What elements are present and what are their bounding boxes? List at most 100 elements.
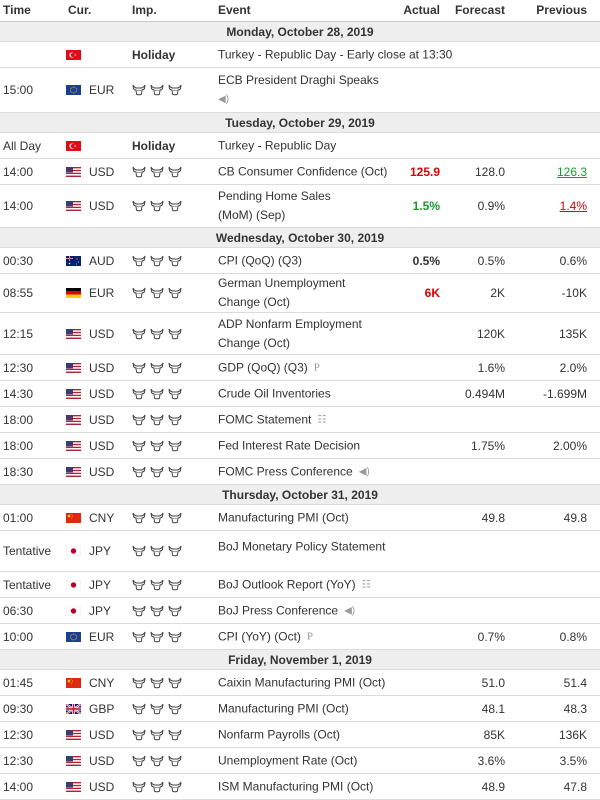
event-name-text[interactable]: BoJ Outlook Report (YoY) xyxy=(218,576,356,591)
event-name[interactable]: ADP Nonfarm Employment Change (Oct) xyxy=(218,315,368,353)
event-name[interactable]: Nonfarm Payrolls (Oct) xyxy=(218,725,340,744)
speaker-icon[interactable]: ◀) xyxy=(358,466,370,478)
bull-icon xyxy=(132,677,146,689)
bull-icon xyxy=(150,440,164,452)
event-name[interactable]: CPI (QoQ) (Q3) xyxy=(218,251,302,270)
day-header-label: Wednesday, October 30, 2019 xyxy=(215,230,385,245)
event-name-text[interactable]: Caixin Manufacturing PMI (Oct) xyxy=(218,675,386,689)
event-name-text[interactable]: Turkey - Republic Day xyxy=(218,138,337,152)
event-name-text[interactable]: Fed Interest Rate Decision xyxy=(218,438,361,452)
event-row[interactable]: 14:00 USD CB Consumer Confidence (Oct) 125.… xyxy=(0,159,600,185)
event-name[interactable]: FOMC Press Conference ◀) xyxy=(218,462,370,481)
event-name-text[interactable]: ISM Manufacturing PMI (Oct) xyxy=(218,779,374,793)
preliminary-icon[interactable]: P xyxy=(306,630,314,643)
event-currency: USD xyxy=(89,386,115,401)
event-row[interactable]: 01:00 CNY Manufacturing PMI (Oct) 49.8 49.8 xyxy=(0,505,600,531)
event-row[interactable]: 18:30 USD FOMC Press Conference ◀) xyxy=(0,459,600,485)
event-name-text[interactable]: Pending Home Sales (MoM) (Sep) xyxy=(218,189,331,222)
event-name-text[interactable]: BoJ Press Conference xyxy=(218,602,339,617)
event-currency: USD xyxy=(89,326,115,341)
event-name-text[interactable]: German Unemployment Change (Oct) xyxy=(218,276,346,309)
event-row[interactable]: 14:30 USD Crude Oil Inventories 0.494M -1.69… xyxy=(0,381,600,407)
event-row[interactable]: 08:55 EUR German Unemployment Change (Oct)… xyxy=(0,274,600,313)
event-name[interactable]: German Unemployment Change (Oct) xyxy=(218,274,390,312)
document-icon[interactable]: ☷ xyxy=(317,414,327,426)
event-name-text[interactable]: CPI (YoY) (Oct) xyxy=(218,628,301,643)
event-name[interactable]: FOMC Statement ☷ xyxy=(218,410,326,429)
event-name-text[interactable]: CB Consumer Confidence (Oct) xyxy=(218,164,388,178)
event-row[interactable]: 00:30 AUD CPI (QoQ) (Q3) 0.5% 0.5% 0.6% xyxy=(0,248,600,274)
event-name[interactable]: Manufacturing PMI (Oct) xyxy=(218,508,349,527)
header-previous[interactable]: Previous xyxy=(536,3,587,17)
speaker-icon[interactable]: ◀) xyxy=(344,605,356,617)
bull-icon xyxy=(132,512,146,524)
event-row[interactable]: 14:00 USD ISM Manufacturing PMI (Oct) 48.9 4… xyxy=(0,774,600,800)
header-importance[interactable]: Imp. xyxy=(132,3,157,17)
bull-icon xyxy=(150,631,164,643)
event-name-text[interactable]: Manufacturing PMI (Oct) xyxy=(218,510,349,524)
event-row[interactable]: 18:00 USD Fed Interest Rate Decision 1.75% 2… xyxy=(0,433,600,459)
event-name[interactable]: Crude Oil Inventories xyxy=(218,384,331,403)
event-name[interactable]: CB Consumer Confidence (Oct) xyxy=(218,162,387,181)
event-name[interactable]: ECB President Draghi Speaks ◀) xyxy=(218,71,418,109)
event-name-text[interactable]: Crude Oil Inventories xyxy=(218,386,331,400)
header-time[interactable]: Time xyxy=(3,3,31,17)
event-name-text[interactable]: FOMC Statement xyxy=(218,411,312,426)
event-currency: AUD xyxy=(89,253,115,268)
event-row[interactable]: All Day Holiday Turkey - Republic Day xyxy=(0,133,600,159)
bull-icon xyxy=(132,287,146,299)
event-name-text[interactable]: GDP (QoQ) (Q3) xyxy=(218,359,308,374)
event-name-text[interactable]: ECB President Draghi Speaks xyxy=(218,72,379,87)
event-row[interactable]: 12:15 USD ADP Nonfarm Employment Change (O… xyxy=(0,313,600,355)
event-name[interactable]: Unemployment Rate (Oct) xyxy=(218,751,357,770)
event-time: 01:00 xyxy=(3,510,34,525)
header-event[interactable]: Event xyxy=(218,3,251,17)
event-row[interactable]: Tentative JPY BoJ Monetary Policy Statemen… xyxy=(0,531,600,572)
header-actual[interactable]: Actual xyxy=(403,3,440,17)
importance-rating xyxy=(132,755,182,767)
event-name-text[interactable]: Turkey - Republic Day - Early close at 1… xyxy=(218,47,453,61)
bull-icon xyxy=(132,84,146,96)
event-row[interactable]: 06:30 JPY BoJ Press Conference ◀) xyxy=(0,598,600,624)
event-name[interactable]: Manufacturing PMI (Oct) xyxy=(218,699,349,718)
event-row[interactable]: 12:30 USD GDP (QoQ) (Q3) P 1.6% 2.0% xyxy=(0,355,600,381)
event-name[interactable]: BoJ Press Conference ◀) xyxy=(218,601,355,620)
event-name-text[interactable]: FOMC Press Conference xyxy=(218,463,353,478)
event-row[interactable]: 18:00 USD FOMC Statement ☷ xyxy=(0,407,600,433)
event-row[interactable]: 12:30 USD Unemployment Rate (Oct) 3.6% 3.5% xyxy=(0,748,600,774)
bull-icon xyxy=(132,631,146,643)
event-name[interactable]: BoJ Monetary Policy Statement xyxy=(218,538,393,557)
event-time: 08:55 xyxy=(3,286,34,300)
event-row[interactable]: 15:00 EUR ECB President Draghi Speaks ◀) xyxy=(0,68,600,113)
event-name-text[interactable]: Manufacturing PMI (Oct) xyxy=(218,701,349,715)
event-name[interactable]: Turkey - Republic Day - Early close at 1… xyxy=(218,45,452,64)
event-name-text[interactable]: ADP Nonfarm Employment Change (Oct) xyxy=(218,316,362,350)
event-name[interactable]: Turkey - Republic Day xyxy=(218,136,336,155)
day-header-row: Tuesday, October 29, 2019 xyxy=(0,113,600,133)
event-name[interactable]: Pending Home Sales (MoM) (Sep) xyxy=(218,187,368,225)
event-name[interactable]: Fed Interest Rate Decision xyxy=(218,436,360,455)
speaker-icon[interactable]: ◀) xyxy=(218,94,230,106)
event-name-text[interactable]: CPI (QoQ) (Q3) xyxy=(218,253,303,267)
event-row[interactable]: 12:30 USD Nonfarm Payrolls (Oct) 85K 136K xyxy=(0,722,600,748)
event-name[interactable]: ISM Manufacturing PMI (Oct) xyxy=(218,777,373,796)
header-forecast[interactable]: Forecast xyxy=(454,3,505,17)
event-row[interactable]: 09:30 GBP Manufacturing PMI (Oct) 48.1 48.3 xyxy=(0,696,600,722)
event-name[interactable]: BoJ Outlook Report (YoY) ☷ xyxy=(218,575,371,594)
event-name[interactable]: Caixin Manufacturing PMI (Oct) xyxy=(218,673,385,692)
event-name[interactable]: CPI (YoY) (Oct) P xyxy=(218,627,313,646)
header-currency[interactable]: Cur. xyxy=(68,3,92,17)
event-row[interactable]: Holiday Turkey - Republic Day - Early clo… xyxy=(0,42,600,68)
event-name[interactable]: GDP (QoQ) (Q3) P xyxy=(218,358,320,377)
preliminary-icon[interactable]: P xyxy=(313,361,320,374)
holiday-label: Holiday xyxy=(132,47,176,62)
forecast-value: 120K xyxy=(476,326,505,341)
event-row[interactable]: Tentative JPY BoJ Outlook Report (YoY) ☷ xyxy=(0,572,600,598)
document-icon[interactable]: ☷ xyxy=(361,579,371,591)
event-name-text[interactable]: Unemployment Rate (Oct) xyxy=(218,753,358,767)
event-row[interactable]: 10:00 EUR CPI (YoY) (Oct) P 0.7% 0.8% xyxy=(0,624,600,650)
event-row[interactable]: 01:45 CNY Caixin Manufacturing PMI (Oct) 51… xyxy=(0,670,600,696)
event-name-text[interactable]: BoJ Monetary Policy Statement xyxy=(218,539,386,554)
event-name-text[interactable]: Nonfarm Payrolls (Oct) xyxy=(218,727,341,741)
event-row[interactable]: 14:00 USD Pending Home Sales (MoM) (Sep) 1.… xyxy=(0,185,600,228)
